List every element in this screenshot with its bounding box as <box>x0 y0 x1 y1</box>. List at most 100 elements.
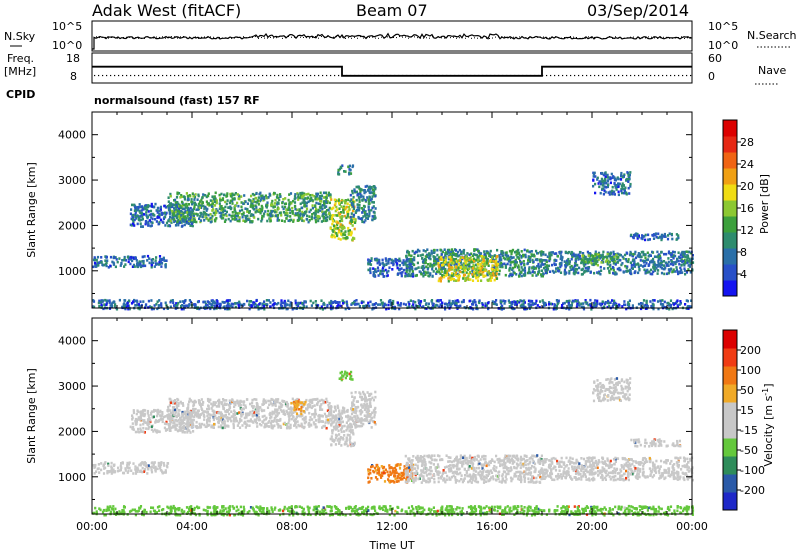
range-cell <box>474 253 477 257</box>
range-cell <box>167 224 170 228</box>
range-cell <box>641 302 644 305</box>
range-cell <box>671 270 674 274</box>
range-cell <box>367 188 370 192</box>
range-cell <box>350 218 353 222</box>
range-cell <box>252 213 255 217</box>
range-cell <box>637 271 640 275</box>
range-cell <box>606 183 610 187</box>
range-cell <box>331 207 334 210</box>
range-cell <box>355 198 358 202</box>
range-cell <box>639 259 642 262</box>
range-cell <box>617 190 620 194</box>
range-cell <box>264 194 267 198</box>
range-cell <box>372 267 375 270</box>
range-cell <box>422 305 425 308</box>
range-cell <box>411 249 414 253</box>
range-cell <box>162 217 165 221</box>
range-cell <box>214 209 217 212</box>
range-cell <box>340 226 343 230</box>
range-cell <box>320 220 323 223</box>
nsearch-dot <box>558 37 559 39</box>
range-cell <box>273 202 277 205</box>
nave-dot <box>658 74 660 77</box>
nave-dot <box>510 74 512 77</box>
range-cell <box>123 257 126 261</box>
range-cell <box>459 304 462 308</box>
range-cell <box>171 203 174 206</box>
colorbar-swatch <box>723 168 737 185</box>
nsearch-dot <box>489 37 490 39</box>
range-cell <box>180 206 183 209</box>
range-cell <box>264 210 267 213</box>
nave-dot <box>102 74 104 77</box>
range-cell <box>192 218 195 221</box>
nave-dot <box>462 74 464 77</box>
range-cell <box>341 299 344 302</box>
range-cell <box>354 221 357 224</box>
range-cell <box>617 193 620 197</box>
range-cell <box>574 255 577 258</box>
range-cell <box>628 192 631 195</box>
range-cell <box>143 213 146 216</box>
range-cell <box>211 300 215 303</box>
range-cell <box>627 174 630 177</box>
range-cell <box>144 220 147 223</box>
freq-unit-label: [MHz] <box>4 65 36 78</box>
range-cell <box>164 264 167 267</box>
nsearch-dot <box>411 36 412 38</box>
nsearch-dot <box>384 37 385 39</box>
range-cell <box>413 251 416 255</box>
range-cell <box>148 219 151 222</box>
range-cell <box>310 217 313 221</box>
range-cell <box>480 255 484 258</box>
range-cell <box>342 236 345 240</box>
range-cell <box>377 274 380 277</box>
range-cell <box>359 192 362 196</box>
range-cell <box>175 214 178 217</box>
range-cell <box>168 210 171 214</box>
range-cell <box>164 301 167 305</box>
nsearch-dot <box>450 37 451 39</box>
range-cell <box>639 264 643 267</box>
range-cell <box>580 258 584 262</box>
range-cell <box>134 213 137 217</box>
range-cell <box>321 214 324 218</box>
range-cell <box>515 253 518 257</box>
range-cell <box>559 265 562 269</box>
power-heatmap <box>92 164 695 311</box>
range-cell <box>339 213 342 216</box>
nsearch-dot <box>309 37 310 39</box>
range-cell <box>187 198 190 201</box>
range-cell <box>527 255 530 258</box>
range-cell <box>427 252 431 255</box>
range-cell <box>243 194 246 197</box>
range-cell <box>596 302 599 306</box>
nsearch-dot <box>516 37 517 39</box>
range-cell <box>580 261 583 265</box>
range-cell <box>269 214 272 218</box>
nsearch-dot <box>423 37 424 39</box>
range-cell <box>424 255 427 258</box>
range-cell <box>462 299 465 302</box>
range-cell <box>440 253 443 256</box>
range-cell <box>138 263 141 267</box>
range-cell <box>314 212 317 215</box>
range-cell <box>108 299 111 302</box>
range-cell <box>307 192 310 196</box>
range-cell <box>345 216 348 220</box>
range-cell <box>491 264 494 267</box>
range-cell <box>520 250 523 253</box>
range-cell <box>305 207 309 211</box>
colorbar-tick-label: 20 <box>740 180 754 193</box>
range-cell <box>230 214 233 218</box>
range-cell <box>244 215 247 218</box>
range-cell <box>134 304 137 307</box>
nsearch-dot <box>501 36 502 38</box>
range-cell <box>612 250 615 254</box>
range-cell <box>611 192 614 196</box>
range-cell <box>538 269 541 273</box>
range-cell <box>444 269 447 272</box>
range-cell <box>344 170 347 173</box>
range-cell <box>647 238 650 242</box>
range-cell <box>568 260 571 263</box>
